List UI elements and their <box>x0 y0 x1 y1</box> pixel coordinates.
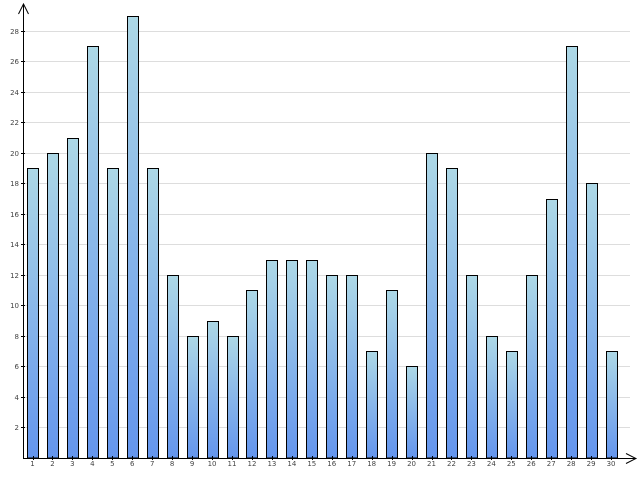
y-axis-arrow-icon <box>18 2 29 15</box>
bar <box>586 183 598 459</box>
bar <box>266 260 278 459</box>
x-tick-label: 24 <box>487 460 496 468</box>
bar <box>47 153 59 459</box>
bar <box>286 260 298 459</box>
x-tick-label: 5 <box>110 460 114 468</box>
y-tick-label: 2 <box>15 424 19 432</box>
x-tick-label: 1 <box>30 460 34 468</box>
bar <box>107 168 119 459</box>
bar <box>147 168 159 459</box>
bar <box>406 366 418 459</box>
y-tick-label: 12 <box>10 272 19 280</box>
x-axis-ticks: 1 2 3 4 5 6 7 8 9 10 11 12 13 14 15 16 17 18 19 20 21 22 23 24 2… <box>30 456 616 468</box>
x-tick-label: 8 <box>170 460 174 468</box>
bar <box>346 275 358 459</box>
x-tick-label: 13 <box>267 460 276 468</box>
bar <box>446 168 458 459</box>
bar <box>246 290 258 459</box>
y-tick-label: 20 <box>10 150 19 158</box>
y-tick-label: 10 <box>10 302 19 310</box>
bars <box>27 16 618 459</box>
y-tick-label: 14 <box>10 241 19 249</box>
y-tick-label: 24 <box>10 89 19 97</box>
bar <box>426 153 438 459</box>
bar <box>546 199 558 459</box>
x-tick-label: 7 <box>150 460 154 468</box>
bar <box>526 275 538 459</box>
bar <box>326 275 338 459</box>
bar <box>306 260 318 459</box>
x-tick-label: 30 <box>607 460 616 468</box>
y-tick-label: 26 <box>10 58 19 66</box>
bar <box>486 336 498 459</box>
x-tick-label: 4 <box>90 460 95 468</box>
y-tick-label: 18 <box>10 180 19 188</box>
y-tick-label: 8 <box>15 333 19 341</box>
x-tick-label: 22 <box>447 460 456 468</box>
bar <box>506 351 518 459</box>
x-tick-label: 18 <box>367 460 376 468</box>
x-tick-label: 16 <box>327 460 336 468</box>
x-tick-label: 6 <box>130 460 135 468</box>
x-tick-label: 23 <box>467 460 476 468</box>
x-tick-label: 17 <box>347 460 356 468</box>
bar <box>127 16 139 459</box>
bar <box>566 46 578 459</box>
x-tick-label: 15 <box>307 460 316 468</box>
x-tick-label: 29 <box>587 460 596 468</box>
x-tick-label: 11 <box>228 460 237 468</box>
x-tick-label: 14 <box>287 460 296 468</box>
x-tick-label: 27 <box>547 460 556 468</box>
x-tick-label: 25 <box>507 460 516 468</box>
x-tick-label: 19 <box>387 460 396 468</box>
bar <box>366 351 378 459</box>
y-tick-label: 22 <box>10 119 19 127</box>
bar <box>67 138 79 459</box>
bar <box>386 290 398 459</box>
y-tick-label: 4 <box>15 394 20 402</box>
bar <box>187 336 199 459</box>
y-tick-label: 16 <box>10 211 19 219</box>
bar <box>207 321 219 459</box>
axes <box>18 2 638 464</box>
bar <box>606 351 618 459</box>
x-tick-label: 12 <box>247 460 256 468</box>
y-tick-label: 6 <box>15 363 20 371</box>
x-tick-label: 10 <box>208 460 217 468</box>
y-tick-label: 28 <box>10 28 19 36</box>
bar <box>87 46 99 459</box>
x-tick-label: 21 <box>427 460 436 468</box>
x-tick-label: 20 <box>407 460 416 468</box>
x-tick-label: 3 <box>70 460 74 468</box>
bar <box>167 275 179 459</box>
x-tick-label: 26 <box>527 460 536 468</box>
x-tick-label: 28 <box>567 460 576 468</box>
bar <box>466 275 478 459</box>
x-tick-label: 9 <box>190 460 194 468</box>
x-tick-label: 2 <box>50 460 54 468</box>
bar <box>227 336 239 459</box>
bar <box>27 168 39 459</box>
x-axis-arrow-icon <box>625 453 638 464</box>
